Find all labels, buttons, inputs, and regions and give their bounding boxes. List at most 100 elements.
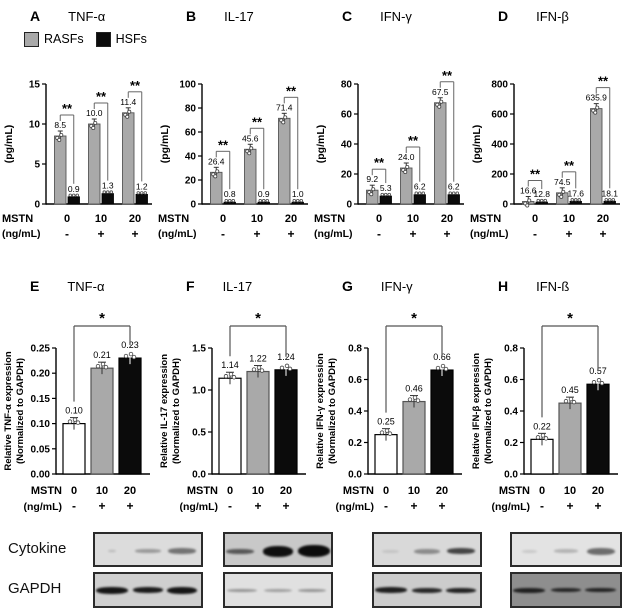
x-axis-title: (ng/mL) <box>336 501 375 513</box>
data-point <box>223 374 229 379</box>
bar-rasfs <box>278 117 291 205</box>
data-point <box>102 190 106 194</box>
data-point <box>611 198 615 202</box>
y-tick-label: 800 <box>491 80 508 91</box>
y-tick-label: 600 <box>491 110 508 121</box>
bar-dose-0 <box>218 377 242 475</box>
y-axis-title: Relative IFN-β expression <box>471 353 482 469</box>
data-point <box>543 436 549 441</box>
bar-dose-10 <box>246 370 270 475</box>
bar-dose-0 <box>62 422 86 475</box>
data-point <box>231 375 237 380</box>
x-axis-title: MSTN <box>314 213 345 225</box>
value-label: 6.2 <box>414 182 426 192</box>
value-label: 0.25 <box>377 417 395 427</box>
blot-band <box>375 587 407 593</box>
panel-header: B IL-17 <box>156 6 312 26</box>
x-axis-title: (ng/mL) <box>180 501 219 513</box>
data-point <box>599 381 605 386</box>
data-point <box>593 110 598 115</box>
bar-rasfs <box>434 102 447 205</box>
x-axis-title: (ng/mL) <box>158 228 197 240</box>
blot-row-label-gapdh: GAPDH <box>8 580 62 597</box>
panel-C: C IFN-γ 0 20 40 60 80 (pg/mL) 9.2 5.3 ** 0 - 24.0 6.… <box>312 6 468 242</box>
value-label: 10.0 <box>86 108 103 118</box>
value-label: 74.5 <box>554 177 571 187</box>
data-point <box>75 420 81 425</box>
legend-swatch-hsfs <box>95 31 111 47</box>
data-point <box>540 198 544 203</box>
blot-band <box>586 547 615 555</box>
data-point <box>604 198 608 202</box>
x-axis-title: MSTN <box>470 213 501 225</box>
y-axis-title: (Normalized to GAPDH) <box>15 358 26 464</box>
data-point <box>380 192 384 197</box>
y-tick-label: 0.4 <box>348 407 362 418</box>
row-elisa: A TNF-α RASFs HSFs 0 5 10 15 (pg/mL) 8.5 0.9 **… <box>0 6 624 242</box>
significance-stars: ** <box>62 101 73 116</box>
bar-rasfs <box>244 148 257 205</box>
x-tick-label: 0 <box>64 213 70 225</box>
data-point <box>455 191 459 195</box>
data-point <box>247 151 252 156</box>
value-label: 17.6 <box>567 188 584 198</box>
y-tick-label: 0.2 <box>504 438 518 449</box>
mstn-sign: - <box>540 499 544 513</box>
y-axis-title: (Normalized to GAPDH) <box>171 358 182 464</box>
blot-e-cytokine <box>93 532 203 567</box>
y-tick-label: 0.0 <box>192 470 206 481</box>
value-label: 12.8 <box>533 189 550 199</box>
value-label: 635.9 <box>586 93 608 103</box>
bar-hsfs <box>379 195 392 205</box>
bar-hsfs <box>291 201 304 205</box>
panel-B: B IL-17 0 20 40 60 80 100 (pg/mL) 26.4 0.8 ** 0 - 45… <box>156 6 312 242</box>
x-tick-label: 20 <box>280 485 292 497</box>
data-point <box>536 198 540 203</box>
value-label: 1.0 <box>292 189 304 199</box>
mstn-sign: - <box>65 227 69 241</box>
significance-stars: * <box>411 310 417 327</box>
bar-rasfs <box>54 135 67 205</box>
data-point <box>215 169 220 174</box>
data-point <box>405 165 410 170</box>
mstn-sign: + <box>98 499 105 513</box>
value-label: 0.23 <box>121 340 139 350</box>
data-point <box>91 126 96 131</box>
chart-il17-qpcr: 0.0 0.5 1.0 1.5 Relative IL-17 expression (No… <box>159 310 306 513</box>
y-axis-title: Relative IL-17 expression <box>159 354 170 468</box>
bar-rasfs <box>590 108 603 205</box>
data-point <box>540 433 546 438</box>
legend-label: RASFs <box>44 32 84 46</box>
data-point <box>259 368 265 373</box>
mstn-sign: + <box>253 227 260 241</box>
blot-band <box>135 549 161 554</box>
data-point <box>384 428 390 433</box>
x-tick-label: 0 <box>539 485 545 497</box>
mstn-sign: + <box>599 227 606 241</box>
y-tick-label: 0.0 <box>348 470 362 481</box>
panel-letter: E <box>30 278 40 294</box>
panel-title: IFN-ß <box>536 278 570 294</box>
chart-ifng-qpcr: 0.0 0.2 0.4 0.6 0.8 Relative IFN-γ expression… <box>315 310 462 513</box>
panel-letter: F <box>186 278 195 294</box>
data-point <box>437 104 442 109</box>
panel-letter: C <box>342 8 353 24</box>
data-point <box>72 417 78 422</box>
data-point <box>535 435 541 440</box>
blot-band <box>298 545 330 558</box>
panel-header: E TNF-α <box>0 276 156 296</box>
mstn-sign: + <box>443 227 450 241</box>
panel-title: TNF-α <box>68 8 106 24</box>
data-point <box>568 396 574 402</box>
y-tick-label: 20 <box>185 176 197 187</box>
western-blot-section: Cytokine GAPDH <box>0 524 624 610</box>
data-point <box>72 193 76 197</box>
panel-title: IL-17 <box>222 278 253 294</box>
blot-group-il17 <box>223 524 333 610</box>
mstn-sign: - <box>384 499 388 513</box>
x-tick-label: 10 <box>95 213 107 225</box>
significance-stars: ** <box>130 78 141 93</box>
value-label: 1.2 <box>136 181 148 191</box>
data-point <box>213 174 218 179</box>
